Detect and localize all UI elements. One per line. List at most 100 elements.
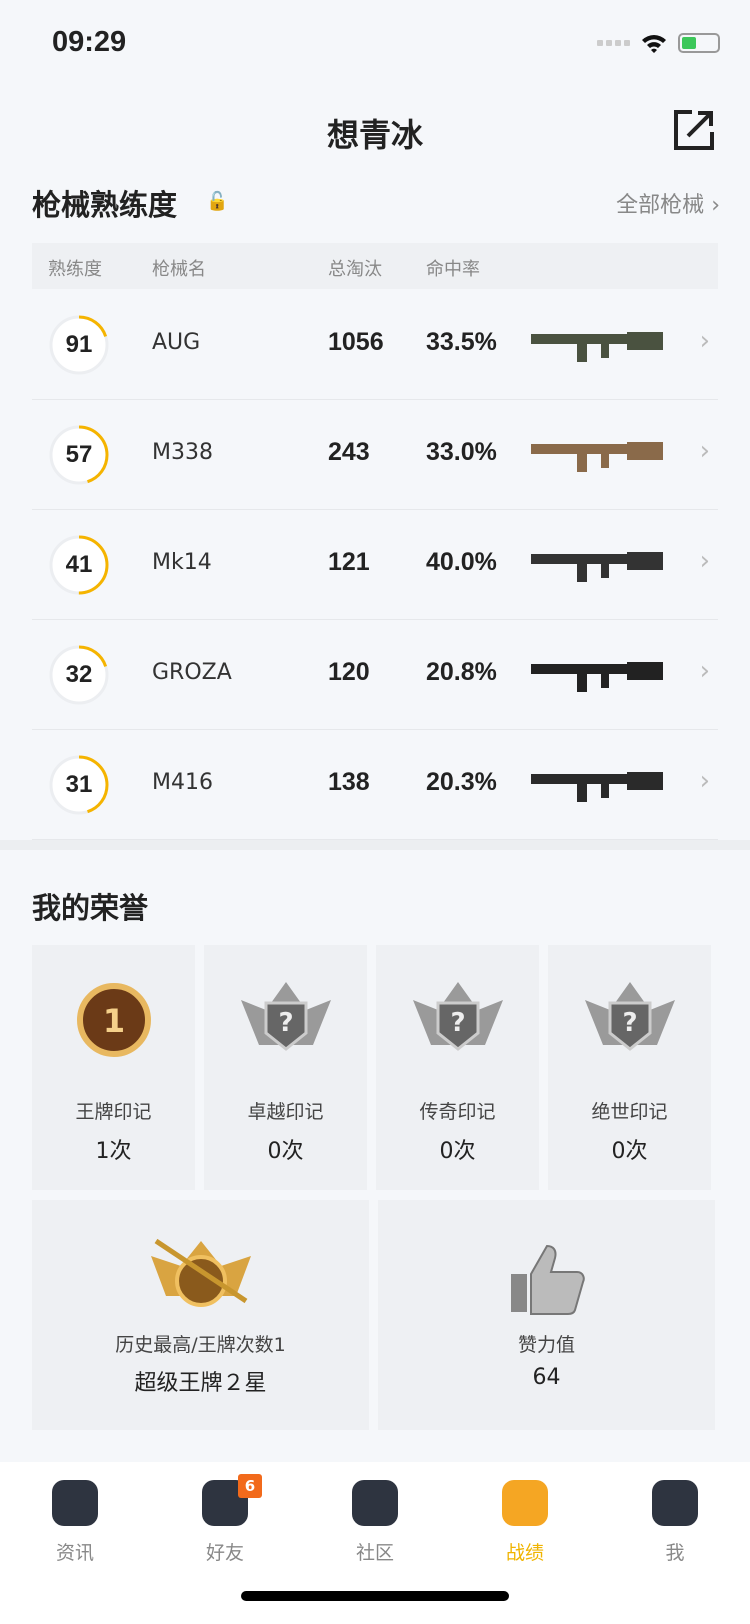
badge-count: 0次: [611, 1139, 648, 1164]
locked-badge-icon: ?: [412, 982, 503, 1051]
honor-badge-card[interactable]: ? 绝世印记 0次: [548, 945, 711, 1190]
tab-record[interactable]: 战绩: [450, 1480, 600, 1565]
me-icon: [652, 1480, 698, 1526]
share-icon[interactable]: [674, 110, 714, 150]
mastery-value: 41: [65, 551, 93, 578]
weapon-image: [531, 772, 663, 802]
ace-medal-icon: 1: [76, 983, 151, 1057]
chevron-right-icon: ›: [699, 436, 710, 466]
honor-badge-card[interactable]: ? 传奇印记 0次: [376, 945, 539, 1190]
tab-friends[interactable]: 6 好友: [150, 1474, 300, 1565]
weapon-name: AUG: [152, 330, 201, 355]
section-divider: [0, 840, 750, 850]
weapon-image: [531, 552, 663, 582]
highest-rank-value: 超级王牌２星: [134, 1371, 267, 1396]
tab-news[interactable]: 资讯: [0, 1480, 150, 1565]
badge-label: 传奇印记: [419, 1101, 496, 1123]
honor-badge-card[interactable]: ? 卓越印记 0次: [204, 945, 367, 1190]
col-name: 枪械名: [152, 259, 206, 280]
record-icon: [502, 1480, 548, 1526]
weapon-hit-rate: 40.0%: [426, 548, 497, 576]
weapon-row[interactable]: 41 Mk14 121 40.0% ›: [32, 510, 718, 620]
honor-badge-card[interactable]: 1 王牌印记 1次: [32, 945, 195, 1190]
likes-card[interactable]: 赞力值 64: [378, 1200, 715, 1430]
tab-me[interactable]: 我: [600, 1480, 750, 1565]
chevron-right-icon: ›: [699, 656, 710, 686]
mastery-value: 57: [65, 441, 93, 468]
thumbs-up-icon: [510, 1244, 585, 1315]
weapon-row[interactable]: 57 M338 243 33.0% ›: [32, 400, 718, 510]
all-weapons-link[interactable]: 全部枪械 ›: [616, 187, 720, 219]
tab-community[interactable]: 社区: [300, 1480, 450, 1565]
likes-label: 赞力值: [517, 1334, 575, 1356]
svg-text:?: ?: [278, 1008, 293, 1038]
weapon-row[interactable]: 91 AUG 1056 33.5% ›: [32, 290, 718, 400]
weapon-row[interactable]: 31 M416 138 20.3% ›: [32, 730, 718, 840]
svg-text:?: ?: [450, 1008, 465, 1038]
weapon-row[interactable]: 32 GROZA 120 20.8% ›: [32, 620, 718, 730]
page-title: 想青冰: [326, 116, 423, 154]
wifi-icon: [642, 35, 666, 53]
weapon-image: [531, 442, 663, 472]
tab-label: 资讯: [55, 1542, 94, 1564]
mastery-ring: 31: [48, 754, 110, 816]
highest-rank-card[interactable]: 历史最高/王牌次数1 超级王牌２星: [32, 1200, 369, 1430]
honor-section-title: 我的荣誉: [32, 891, 149, 925]
col-kills: 总淘汰: [328, 259, 382, 280]
mastery-value: 31: [65, 771, 93, 798]
mastery-ring: 91: [48, 314, 110, 376]
mastery-ring: 41: [48, 534, 110, 596]
mastery-ring: 32: [48, 644, 110, 706]
tab-label: 好友: [205, 1542, 244, 1564]
lock-icon[interactable]: 🔓: [206, 191, 229, 212]
badge-count: 1次: [95, 1139, 132, 1164]
chevron-right-icon: ›: [699, 766, 710, 796]
tab-label: 战绩: [505, 1542, 544, 1564]
weapon-section-title: 枪械熟练度: [32, 188, 178, 222]
weapon-name: M338: [152, 440, 213, 465]
col-hit: 命中率: [426, 259, 480, 280]
weapon-hit-rate: 33.5%: [426, 328, 497, 356]
weapon-image: [531, 332, 663, 362]
mastery-value: 91: [65, 331, 93, 358]
all-weapons-label: 全部枪械: [616, 193, 705, 218]
likes-value: 64: [532, 1365, 561, 1390]
svg-text:?: ?: [622, 1008, 637, 1038]
badge-count: 0次: [267, 1139, 304, 1164]
badge-label: 王牌印记: [75, 1101, 152, 1123]
battery-icon: [678, 33, 720, 53]
weapon-kills: 120: [328, 658, 370, 686]
mastery-value: 32: [65, 661, 93, 688]
notification-badge: 6: [238, 1474, 262, 1498]
locked-badge-icon: ?: [584, 982, 675, 1051]
home-indicator[interactable]: [241, 1591, 509, 1601]
weapon-kills: 121: [328, 548, 370, 576]
weapon-name: Mk14: [152, 550, 212, 575]
weapon-kills: 1056: [328, 328, 384, 356]
rank-badge-icon: [150, 1238, 251, 1307]
highest-rank-label: 历史最高/王牌次数1: [115, 1334, 286, 1356]
badge-count: 0次: [439, 1139, 476, 1164]
signal-icon: [597, 40, 630, 46]
community-icon: [352, 1480, 398, 1526]
chevron-right-icon: ›: [711, 193, 720, 218]
tab-label: 我: [665, 1542, 685, 1564]
table-header: 熟练度 枪械名 总淘汰 命中率: [32, 243, 718, 289]
svg-text:1: 1: [102, 1002, 124, 1040]
status-time: 09:29: [52, 26, 127, 58]
badge-label: 绝世印记: [591, 1101, 668, 1123]
news-icon: [52, 1480, 98, 1526]
weapon-hit-rate: 20.3%: [426, 768, 497, 796]
weapon-image: [531, 662, 663, 692]
weapon-kills: 243: [328, 438, 370, 466]
badge-label: 卓越印记: [247, 1101, 324, 1123]
weapon-kills: 138: [328, 768, 370, 796]
weapon-name: GROZA: [152, 660, 232, 685]
col-mastery: 熟练度: [48, 259, 102, 280]
mastery-ring: 57: [48, 424, 110, 486]
weapon-name: M416: [152, 770, 213, 795]
locked-badge-icon: ?: [240, 982, 331, 1051]
chevron-right-icon: ›: [699, 326, 710, 356]
tab-label: 社区: [355, 1542, 394, 1564]
chevron-right-icon: ›: [699, 546, 710, 576]
